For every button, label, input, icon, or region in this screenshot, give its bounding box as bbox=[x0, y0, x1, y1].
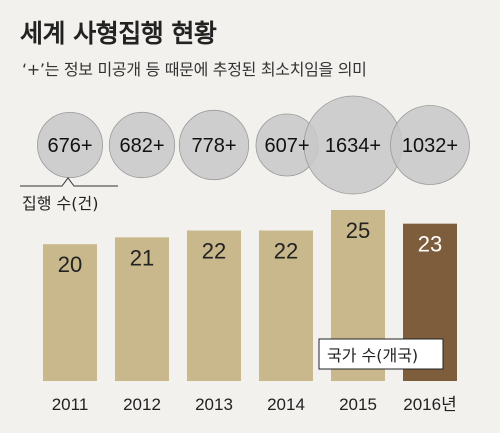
bar-legend-box bbox=[318, 338, 444, 370]
x-axis: 2011 2012 2013 2014 2015 2016년 bbox=[52, 395, 457, 414]
bubble-2013 bbox=[178, 109, 250, 181]
x-tick-2015: 2015 bbox=[339, 395, 377, 414]
chart-title: 세계 사형집행 현황 bbox=[20, 19, 217, 48]
bubble-label-2016년: 1032+ bbox=[402, 135, 458, 157]
bar-2014 bbox=[259, 230, 313, 381]
bar-value-2015: 25 bbox=[346, 218, 370, 243]
bar-value-2012: 21 bbox=[130, 245, 154, 270]
bubble-2012 bbox=[108, 111, 176, 179]
bar-legend: 국가 수(개국) bbox=[318, 338, 444, 370]
bubble-label-2011: 676+ bbox=[47, 135, 92, 157]
x-tick-2012: 2012 bbox=[123, 395, 161, 414]
bubble-label-2015: 1634+ bbox=[325, 135, 381, 157]
bar-value-2014: 22 bbox=[274, 239, 298, 264]
bar-legend-label: 국가 수(개국) bbox=[327, 346, 418, 365]
chart-subtitle: ‘+’는 정보 미공개 등 때문에 추정된 최소치임을 의미 bbox=[22, 60, 367, 79]
bar-value-2013: 22 bbox=[202, 239, 226, 264]
bar-value-2011: 20 bbox=[58, 252, 82, 277]
bubble-legend: 집행 수(건) bbox=[20, 177, 118, 213]
bar-2011 bbox=[43, 244, 97, 381]
bubble-legend-pointer bbox=[20, 177, 118, 187]
bubble-label-2013: 778+ bbox=[191, 135, 236, 157]
bar-2012 bbox=[115, 237, 169, 381]
bubble-legend-label: 집행 수(건) bbox=[22, 194, 98, 213]
x-tick-2013: 2013 bbox=[195, 395, 233, 414]
bubble-label-2014: 607+ bbox=[264, 135, 309, 157]
bubble-2016년 bbox=[390, 105, 470, 185]
bubble-layer: 676+ 682+ 778+ 607+ 1634+ 1032+ bbox=[37, 95, 470, 195]
x-tick-2016년: 2016년 bbox=[403, 395, 456, 414]
x-tick-2014: 2014 bbox=[267, 395, 305, 414]
bubble-label-2012: 682+ bbox=[119, 135, 164, 157]
x-tick-2011: 2011 bbox=[52, 395, 89, 414]
bar-2013 bbox=[187, 230, 241, 381]
bubble-2011 bbox=[37, 112, 103, 178]
bar-value-2016년: 23 bbox=[418, 232, 442, 257]
